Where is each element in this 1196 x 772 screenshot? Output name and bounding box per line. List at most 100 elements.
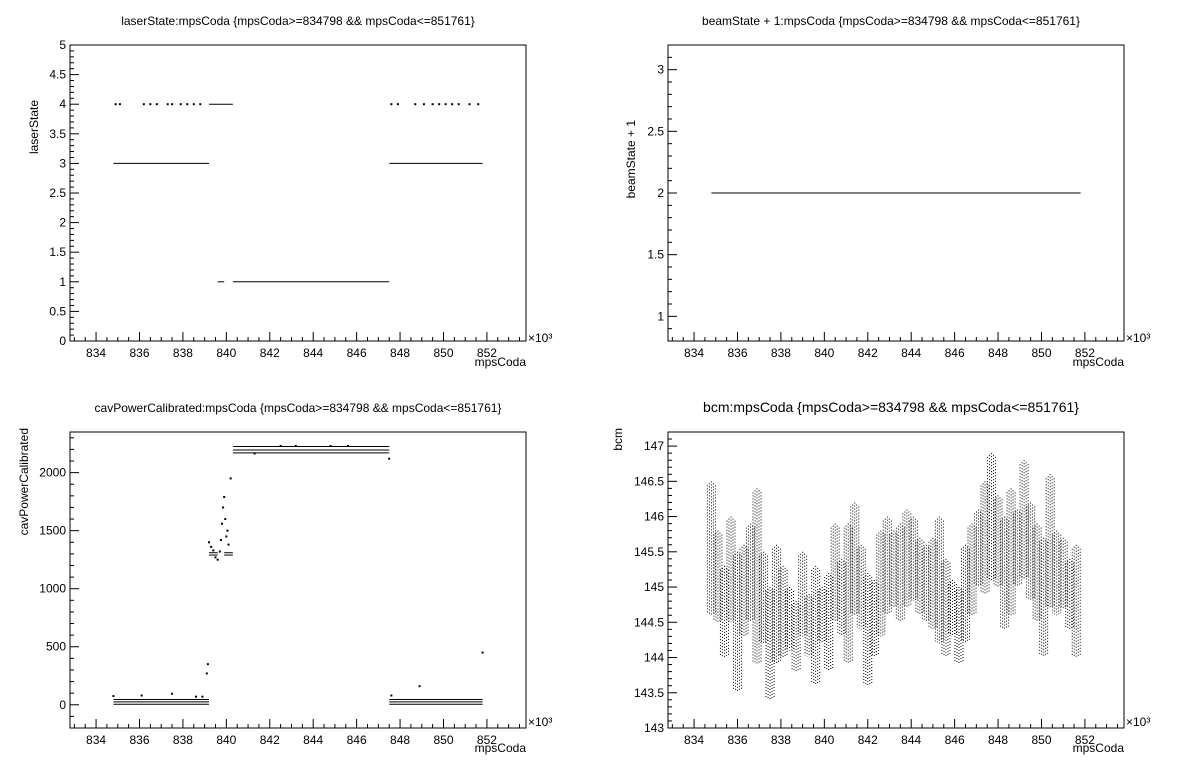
bcm-y-tick-label: 147 [644,439,664,453]
laser-state-plot-frame [69,44,527,342]
cav-power-data-point [205,672,208,675]
cav-power-data-point [223,496,226,499]
laser-state-data-point [192,103,195,106]
laser-state-data-point [390,103,393,106]
cav-power-title: cavPowerCalibrated:mpsCoda {mpsCoda>=834… [95,401,502,415]
laser-state-x-tick-label: 850 [433,346,453,360]
laser-state-data-point [414,103,417,106]
laser-state-data-point [477,103,480,106]
cav-power-data-point [226,529,229,532]
cav-power-data-point [212,549,215,552]
laser-state-panel: laserState:mpsCoda {mpsCoda>=834798 && m… [27,14,552,369]
laser-state-x-tick-label: 848 [390,346,410,360]
laser-state-y-tick-label: 2.5 [49,186,66,200]
cav-power-y-tick-label: 2000 [39,466,66,480]
laser-state-data-point [179,103,182,106]
cav-power-data-point [214,556,217,559]
laser-state-data-point [114,103,117,106]
bcm-x-tick-label: 846 [945,733,965,747]
cav-power-data-point [201,695,204,698]
laser-state-y-tick-label: 0 [59,334,66,348]
cav-power-x-tick-label: 834 [86,733,106,747]
laser-state-x-tick-label: 852 [477,346,497,360]
cav-power-axes: 834 836 838 840 842 844 846 848 850 852 0 500 1000 15… [39,437,520,747]
laser-state-ylabel: laserState [27,100,41,154]
cav-power-data-point [418,685,421,688]
laser-state-y-tick-label: 1 [59,275,66,289]
bcm-y-tick-label: 145 [644,580,664,594]
beam-state-xlabel: mpsCoda [1073,355,1125,369]
cav-power-data-point [390,694,393,697]
laser-state-data-point [155,103,158,106]
laser-state-x-tick-label: 834 [86,346,106,360]
bcm-x-tick-label: 840 [814,733,834,747]
laser-state-data-point [431,103,434,106]
laser-state-data-point [468,103,471,106]
cav-power-data-point [229,477,232,480]
laser-state-data-point [422,103,425,106]
beam-state-x-tick-label: 852 [1075,346,1095,360]
laser-state-data-point [444,103,447,106]
laser-state-x-tick-label: 836 [129,346,149,360]
cav-power-data-point [210,545,213,548]
laser-state-y-tick-label: 2 [59,216,66,230]
bcm-axes: 834 836 838 840 842 844 846 848 850 852 143 143.5 14… [634,431,1118,747]
cav-power-y-tick-label: 1000 [39,582,66,596]
cav-power-data-point [329,444,332,447]
laser-state-data-point [171,103,174,106]
cav-power-y-tick-label: 1500 [39,524,66,538]
cav-power-data-point [224,518,227,521]
beam-state-y-tick-label: 3 [657,63,664,77]
cav-power-y-tick-label: 0 [59,698,66,712]
laser-state-y-tick-label: 1.5 [49,245,66,259]
bcm-x-tick-label: 850 [1031,733,1051,747]
laser-state-x-tick-label: 846 [347,346,367,360]
cav-power-data-point [219,538,222,541]
laser-state-data-point [457,103,460,106]
cav-power-y-tick-label: 500 [46,640,66,654]
cav-power-data-point [221,522,223,525]
laser-state-data-point [142,103,145,106]
beam-state-y-tick-label: 1 [657,309,664,323]
bcm-ylabel: bcm [611,428,625,451]
beam-state-x-tick-label: 846 [945,346,965,360]
beam-state-axes: 834 836 838 840 842 844 846 848 850 852 1 1.5 2 2.5 3 [647,44,1118,360]
cav-power-data-point [207,541,210,544]
beam-state-ylabel: beamState + 1 [624,120,638,199]
bcm-y-tick-label: 145.5 [634,545,664,559]
beam-state-x-tick-label: 848 [988,346,1008,360]
cav-power-x-multiplier: ×10³ [528,715,552,729]
cav-power-x-tick-label: 842 [260,733,280,747]
bcm-x-tick-label: 848 [988,733,1008,747]
beam-state-x-tick-label: 838 [771,346,791,360]
bcm-y-tick-label: 143 [644,721,664,735]
cav-power-data-point [194,695,197,698]
beam-state-x-tick-label: 850 [1031,346,1051,360]
bcm-y-tick-label: 143.5 [634,686,664,700]
cav-power-data-point [253,452,256,455]
cav-power-xlabel: mpsCoda [475,741,527,755]
cav-power-x-tick-label: 850 [433,733,453,747]
laser-state-data-point [186,103,189,106]
laser-state-axes: 834 836 838 840 842 844 846 848 850 852 0 0.5 1 1.5 2 2… [49,38,520,360]
beam-state-x-tick-label: 834 [684,346,704,360]
cav-power-data-point [222,506,225,509]
beam-state-title: beamState + 1:mpsCoda {mpsCoda>=834798 &… [702,14,1080,28]
bcm-xlabel: mpsCoda [1073,741,1125,755]
cav-power-data-point [206,663,209,666]
cav-power-data-point [388,457,391,460]
laser-state-title: laserState:mpsCoda {mpsCoda>=834798 && m… [121,14,475,28]
cav-power-x-tick-label: 838 [173,733,193,747]
laser-state-data-point [451,103,454,106]
cav-power-x-tick-label: 848 [390,733,410,747]
bcm-x-tick-label: 838 [771,733,791,747]
laser-state-x-tick-label: 842 [260,346,280,360]
beam-state-x-multiplier: ×10³ [1126,331,1150,345]
laser-state-data-point [118,103,121,106]
bcm-data [706,453,1081,700]
beam-state-y-tick-label: 1.5 [647,248,664,262]
beam-state-x-tick-label: 836 [727,346,747,360]
cav-power-data-point [227,543,230,546]
beam-state-y-tick-label: 2.5 [647,124,664,138]
